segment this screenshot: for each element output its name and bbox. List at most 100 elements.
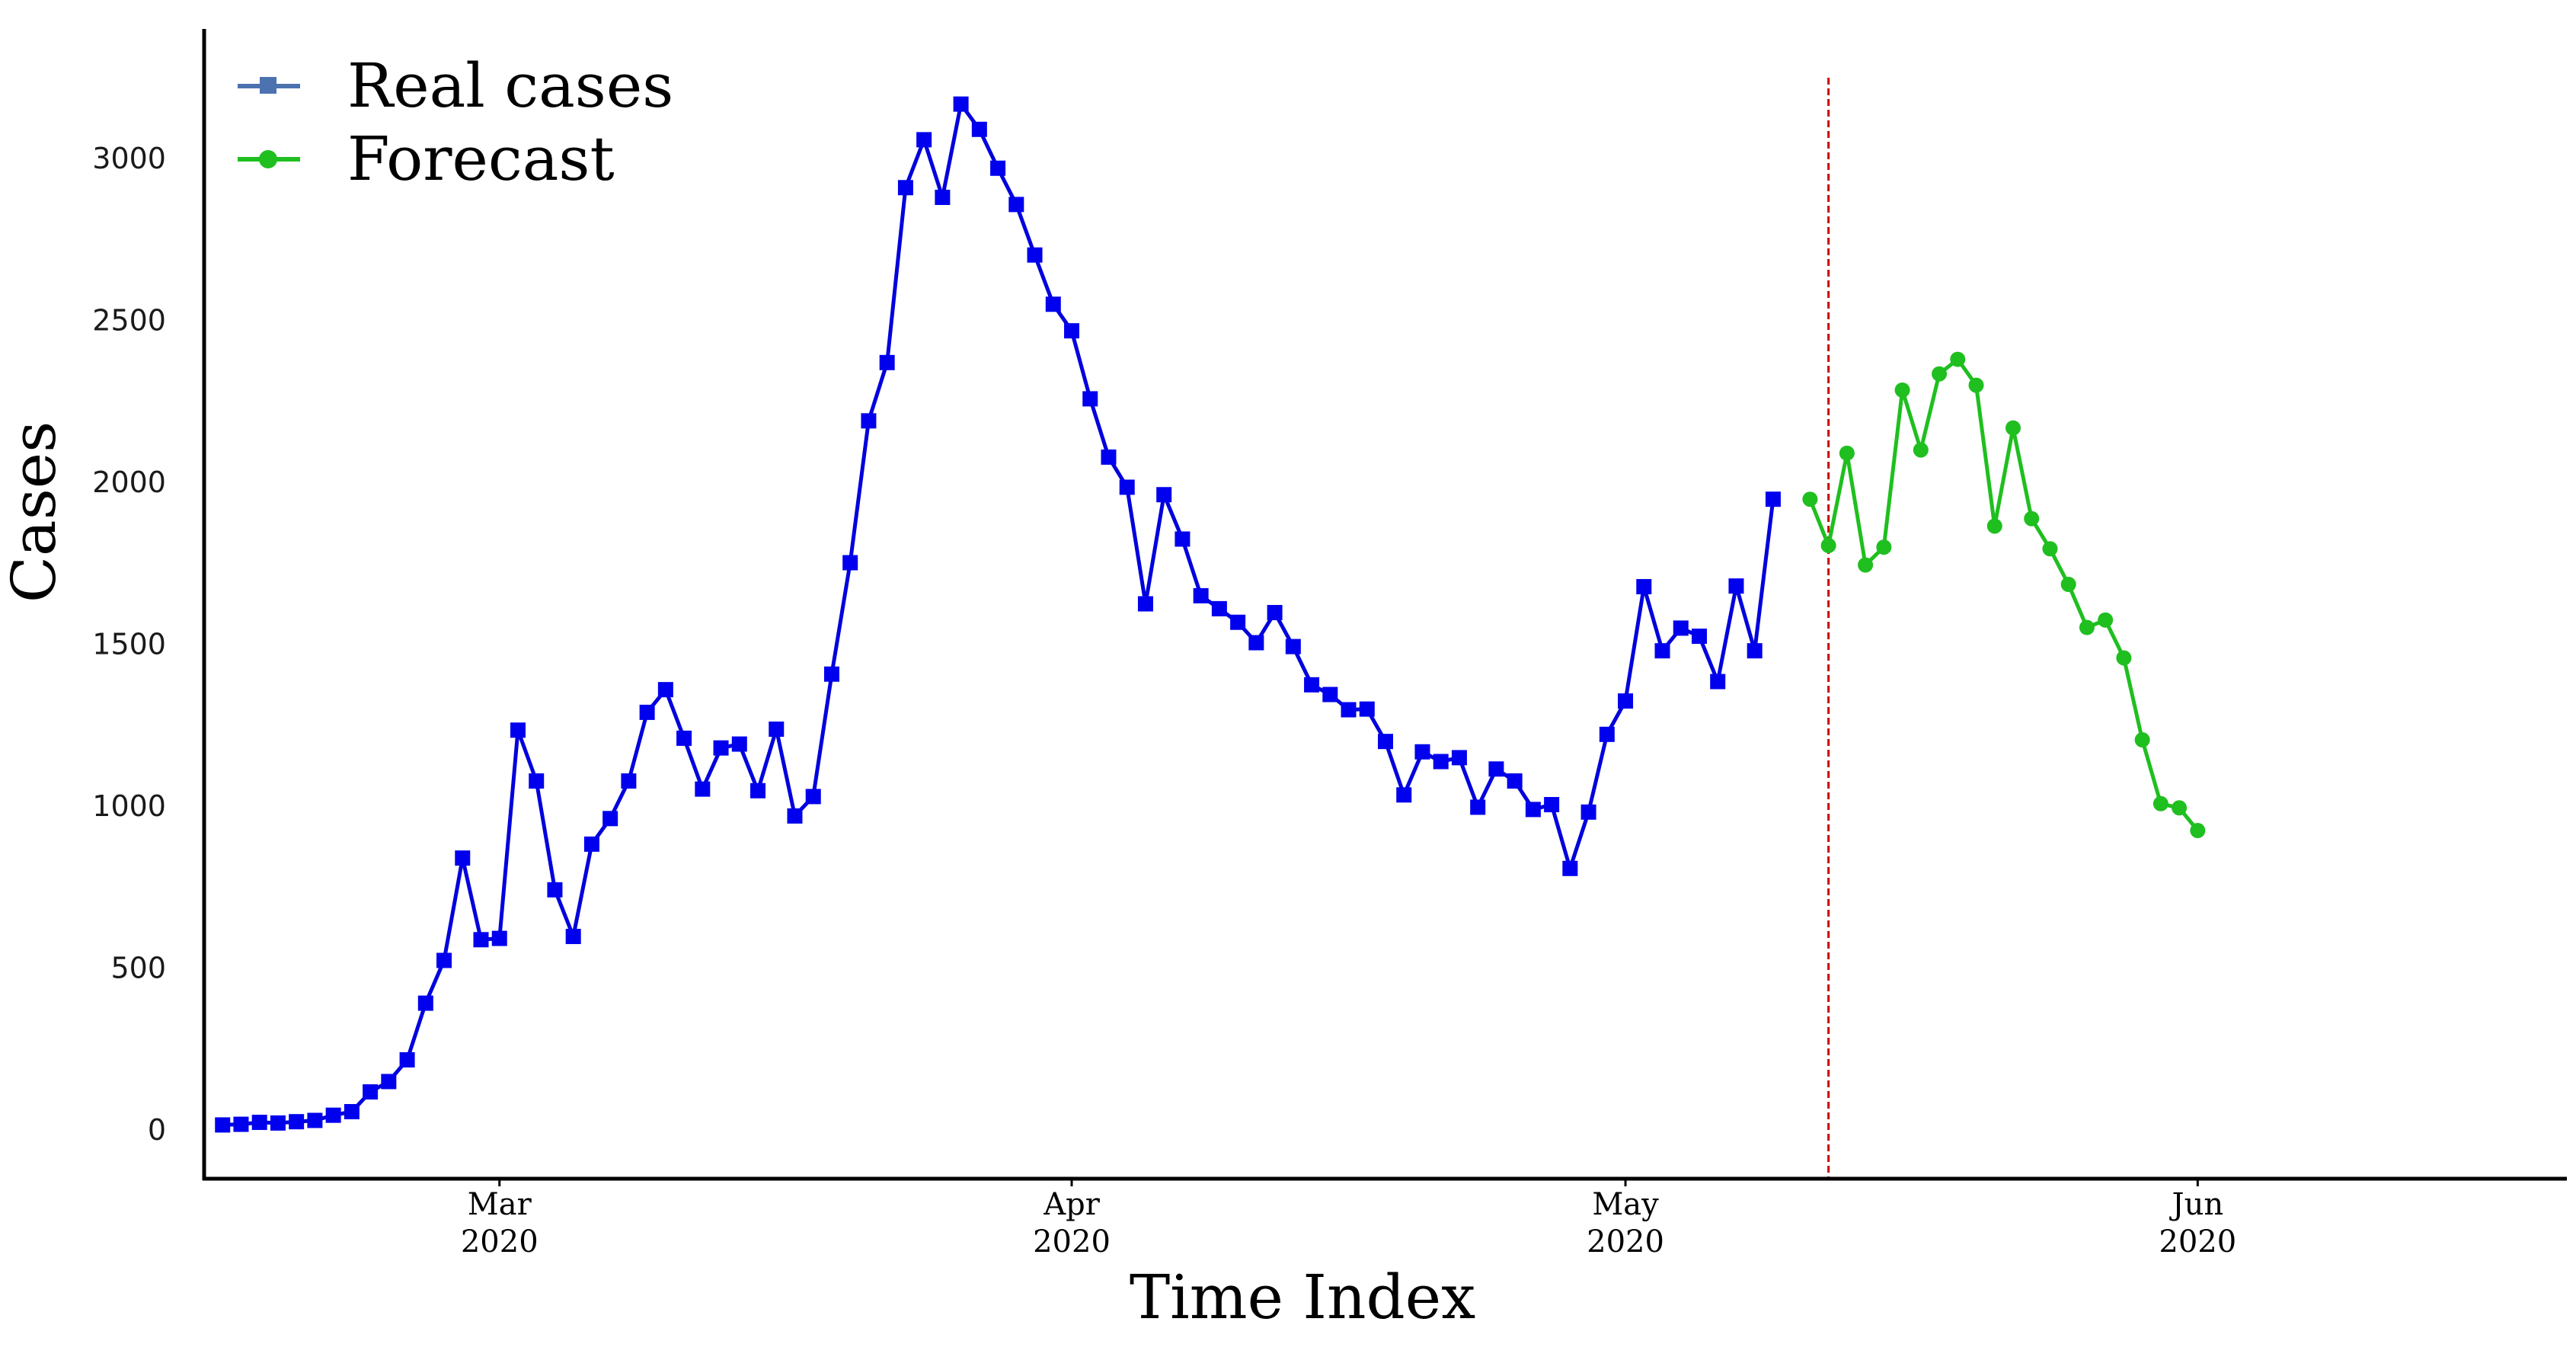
real-cases-data-point (381, 1074, 397, 1090)
x-tick-label-month: May (1592, 1187, 1659, 1222)
forecast-data-point (1802, 491, 1818, 507)
real-cases-data-point (823, 666, 839, 682)
real-cases-data-point (1045, 296, 1061, 312)
legend-forecast-label: Forecast (347, 123, 615, 194)
real-cases-data-point (953, 96, 969, 112)
forecast-data-point (1858, 557, 1874, 573)
real-cases-data-point (1175, 531, 1191, 547)
real-cases-data-point (1765, 491, 1781, 507)
real-cases-data-point (491, 930, 507, 946)
real-cases-data-point (1654, 643, 1670, 659)
real-cases-data-point (1304, 677, 1320, 693)
real-cases-data-point (621, 773, 637, 789)
real-cases-data-point (1008, 197, 1024, 213)
forecast-data-point (2079, 619, 2095, 635)
forecast-data-point (2060, 576, 2076, 592)
legend: Real cases Forecast (238, 50, 673, 194)
y-tick-label: 3000 (92, 142, 166, 175)
real-cases-data-point (971, 121, 987, 137)
real-cases-data-point (289, 1114, 305, 1130)
real-cases-data-point (436, 952, 452, 968)
forecast-data-point (1876, 539, 1892, 555)
x-tick-label-year: 2020 (1033, 1224, 1111, 1259)
real-cases-data-point (897, 180, 913, 196)
forecast-data-point (1968, 377, 1984, 393)
real-cases-data-point (325, 1107, 341, 1123)
real-cases-data-point (1747, 643, 1763, 659)
real-cases-data-point (1580, 804, 1596, 820)
forecast-data-point (1986, 518, 2002, 534)
real-cases-data-point (1248, 635, 1264, 651)
real-cases-data-point (1618, 693, 1634, 709)
real-cases-data-point (1137, 596, 1153, 612)
forecast-data-point (1913, 442, 1929, 458)
x-tick-label-year: 2020 (461, 1224, 539, 1259)
forecast-data-point (2153, 795, 2169, 811)
real-cases-data-point (1267, 604, 1283, 620)
real-cases-data-point (399, 1051, 415, 1067)
real-cases-data-point (1064, 323, 1080, 339)
real-cases-data-point (417, 995, 433, 1011)
real-cases-data-point (916, 132, 932, 148)
real-cases-data-point (215, 1117, 231, 1133)
real-cases-data-point (1507, 773, 1523, 789)
legend-real-marker-icon (260, 77, 276, 94)
real-cases-data-point (1599, 726, 1615, 742)
real-cases-data-point (455, 850, 471, 866)
x-axis-label: Time Index (1130, 1262, 1475, 1333)
real-cases-data-point (1082, 391, 1098, 407)
real-cases-data-point (1562, 860, 1578, 876)
x-tick-label-month: Apr (1043, 1187, 1100, 1222)
y-tick-label: 500 (110, 952, 166, 985)
real-cases-data-point (1673, 620, 1689, 636)
real-cases-data-point (1322, 687, 1338, 703)
real-cases-data-point (1433, 754, 1449, 770)
real-cases-data-point (805, 789, 821, 805)
x-tick-label-month: Mar (468, 1187, 532, 1222)
forecast-series-line (1808, 357, 2200, 832)
forecast-data-point (2116, 650, 2132, 666)
real-cases-data-point (787, 808, 803, 824)
real-cases-data-point (1119, 479, 1135, 495)
real-cases-data-point (1451, 750, 1467, 766)
forecast-data-point (2005, 420, 2021, 436)
real-cases-data-point (1230, 614, 1246, 630)
real-cases-data-point (1211, 600, 1227, 616)
forecast-data-point (1839, 445, 1855, 461)
forecast-data-point (1820, 537, 1836, 553)
real-cases-data-point (695, 781, 711, 797)
real-cases-data-point (529, 773, 545, 789)
forecast-data-point (2024, 510, 2040, 526)
real-cases-data-point (990, 160, 1006, 176)
forecast-data-point (1932, 366, 1948, 382)
real-cases-data-point (510, 722, 526, 738)
y-tick-label: 2000 (92, 466, 166, 499)
forecast-data-point (2134, 732, 2150, 748)
real-cases-data-point (1027, 247, 1043, 263)
forecast-data-point (2172, 800, 2188, 816)
real-cases-data-point (1544, 797, 1560, 813)
real-cases-data-point (307, 1112, 323, 1128)
real-cases-data-point (602, 811, 618, 827)
real-cases-data-point (750, 783, 766, 799)
real-cases-data-point (676, 730, 692, 746)
real-cases-data-point (1728, 578, 1744, 594)
legend-real-cases-label: Real cases (347, 50, 673, 121)
y-tick-label: 1000 (92, 789, 166, 823)
x-tick-label-month: Jun (2169, 1187, 2224, 1222)
y-axis-label: Cases (0, 421, 69, 603)
real-cases-data-point (1414, 744, 1430, 760)
real-cases-data-point (270, 1115, 286, 1131)
real-cases-data-point (1396, 787, 1412, 803)
forecast-data-point (1894, 382, 1910, 398)
real-cases-data-point (1378, 734, 1393, 750)
real-cases-data-point (251, 1115, 267, 1131)
real-cases-data-point (861, 413, 877, 429)
real-cases-data-point (233, 1116, 249, 1132)
real-cases-data-point (1193, 587, 1209, 603)
forecast-data-point (2190, 823, 2206, 839)
real-cases-data-point (1156, 487, 1172, 503)
real-cases-data-point (1101, 449, 1117, 465)
forecast-data-point (2042, 541, 2058, 557)
